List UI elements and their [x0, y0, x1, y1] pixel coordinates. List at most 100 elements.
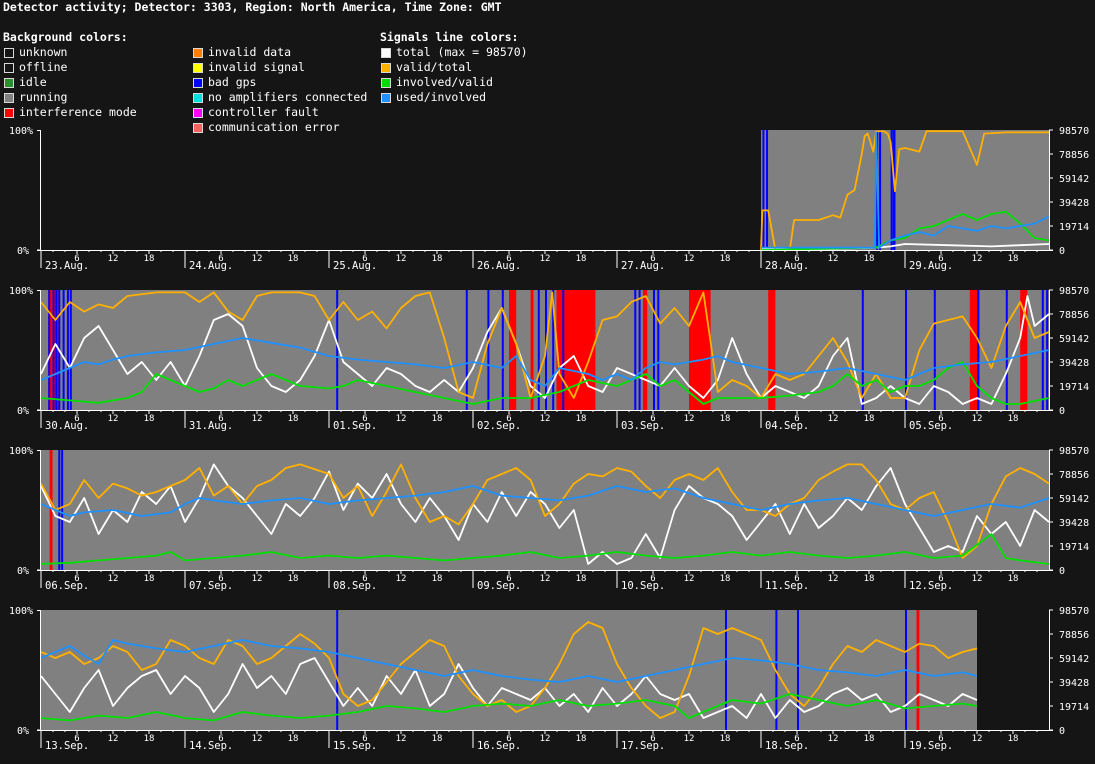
bad-gps-marker	[537, 290, 540, 410]
right-axis-tick-label: 0	[1059, 246, 1065, 257]
day-label: 07.Sep.	[189, 580, 233, 592]
legend-signals: Signals line colors: total (max = 98570)…	[380, 30, 528, 105]
hour-label: 6	[650, 414, 655, 424]
hour-label: 18	[864, 574, 875, 584]
hour-label: 6	[362, 574, 367, 584]
legend-signal-item-swatch	[381, 77, 391, 88]
right-axis-tick-label: 78856	[1059, 150, 1089, 161]
bad-gps-marker	[69, 290, 72, 410]
series-used-involved	[40, 337, 1050, 387]
hour-label: 18	[432, 574, 443, 584]
hour-label: 18	[720, 414, 731, 424]
series-valid-total	[760, 130, 1049, 251]
hour-label: 18	[720, 254, 731, 264]
day-label: 02.Sep.	[477, 420, 521, 432]
running-block	[41, 450, 1049, 570]
hour-label: 12	[252, 574, 263, 584]
legend-signal-item-swatch	[381, 62, 391, 73]
day-label: 06.Sep.	[45, 580, 89, 592]
hour-label: 12	[972, 734, 983, 744]
hour-label: 18	[576, 574, 587, 584]
series-involved-valid	[40, 361, 1050, 405]
hour-label: 6	[794, 574, 799, 584]
running-block	[41, 610, 977, 730]
day-label: 29.Aug.	[909, 260, 953, 272]
day-label: 15.Sep.	[333, 740, 377, 752]
right-axis-tick-label: 0	[1059, 566, 1065, 577]
bad-gps-marker	[465, 290, 468, 410]
legend-background-col1: Background colors: unknown offline idle run…	[3, 30, 137, 120]
hour-label: 6	[74, 734, 79, 744]
day-label: 27.Aug.	[621, 260, 665, 272]
day-label: 11.Sep.	[765, 580, 809, 592]
hour-label: 18	[144, 574, 155, 584]
hour-label: 6	[650, 254, 655, 264]
legend-bg-item-4: interference mode	[3, 105, 137, 120]
right-axis-tick-label: 98570	[1059, 446, 1089, 457]
right-axis-tick-label: 59142	[1059, 494, 1089, 505]
bad-gps-marker	[879, 130, 882, 250]
right-axis-tick-label: 98570	[1059, 126, 1089, 137]
interference-block	[916, 610, 920, 730]
series-valid-total	[40, 463, 1050, 559]
day-label: 18.Sep.	[765, 740, 809, 752]
day-label: 12.Sep.	[909, 580, 953, 592]
left-axis-label-bottom: 0%	[17, 246, 29, 257]
right-axis-tick-label: 59142	[1059, 654, 1089, 665]
interference-block	[530, 290, 534, 410]
hour-label: 18	[576, 254, 587, 264]
hour-label: 18	[288, 734, 299, 744]
hour-label: 18	[864, 414, 875, 424]
legend-bg-item-label: bad gps	[208, 75, 257, 89]
day-label: 19.Sep.	[909, 740, 953, 752]
hour-label: 12	[396, 734, 407, 744]
legend-bg-item-swatch	[4, 77, 14, 88]
right-axis-tick-label: 78856	[1059, 310, 1089, 321]
bad-gps-marker	[725, 610, 727, 730]
left-axis-label-bottom: 0%	[17, 406, 29, 417]
bad-gps-marker	[336, 610, 339, 730]
hour-label: 18	[432, 734, 443, 744]
hour-label: 12	[252, 734, 263, 744]
right-axis-tick-label: 39428	[1059, 678, 1089, 689]
day-label: 26.Aug.	[477, 260, 521, 272]
page-title: Detector activity; Detector: 3303, Regio…	[3, 0, 502, 14]
series-used-involved	[40, 639, 978, 683]
legend-bg-item-5: communication error	[192, 120, 367, 135]
right-axis-tick-label: 39428	[1059, 198, 1089, 209]
hour-label: 6	[74, 574, 79, 584]
legend-signal-item-3: used/involved	[380, 90, 528, 105]
hour-label: 12	[684, 414, 695, 424]
legend-bg-item-label: controller fault	[208, 105, 319, 119]
right-axis-tick-label: 19714	[1059, 222, 1089, 233]
legend-bg-item-label: unknown	[19, 45, 68, 59]
running-block	[761, 130, 1049, 250]
bad-gps-marker	[890, 130, 893, 250]
day-label: 03.Sep.	[621, 420, 665, 432]
left-axis-label-top: 100%	[9, 606, 33, 617]
right-axis-tick-label: 39428	[1059, 358, 1089, 369]
legend-signals-header: Signals line colors:	[380, 30, 519, 44]
bad-gps-marker	[634, 290, 637, 410]
right-axis-tick-label: 98570	[1059, 606, 1089, 617]
right-axis-tick-label: 39428	[1059, 518, 1089, 529]
series-involved-valid	[40, 533, 1050, 565]
right-axis-tick-label: 59142	[1059, 174, 1089, 185]
day-label: 10.Sep.	[621, 580, 665, 592]
hour-label: 6	[794, 414, 799, 424]
hour-label: 12	[252, 414, 263, 424]
legend-bg-item-4: controller fault	[192, 105, 367, 120]
hour-label: 6	[506, 734, 511, 744]
hour-label: 12	[684, 254, 695, 264]
bad-gps-marker	[62, 290, 65, 410]
day-label: 30.Aug.	[45, 420, 89, 432]
legend-signal-item-0: total (max = 98570)	[380, 45, 528, 60]
hour-label: 12	[396, 254, 407, 264]
legend-bg-item-swatch	[193, 107, 203, 118]
hour-label: 6	[650, 734, 655, 744]
hour-label: 6	[506, 574, 511, 584]
legend-bg-item-swatch	[193, 77, 203, 88]
hour-label: 6	[938, 574, 943, 584]
hour-label: 6	[74, 254, 79, 264]
bad-gps-marker	[562, 290, 565, 410]
